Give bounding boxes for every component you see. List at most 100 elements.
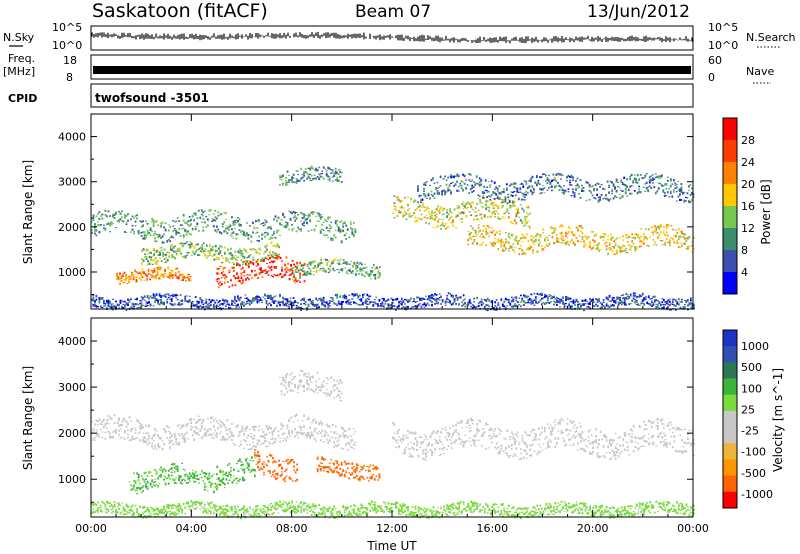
power-cell [137,307,140,309]
power-cell [510,183,513,186]
power-cell [398,198,400,200]
power-cell [131,228,134,231]
power-cell [337,226,340,229]
power-cell [628,235,631,238]
power-cell [228,286,231,288]
power-cell [202,306,205,308]
power-cell [625,247,628,250]
power-cell [300,220,302,222]
power-cell [631,236,634,239]
velocity-cell [313,429,316,432]
velocity-cell [194,426,197,429]
power-cell [417,201,419,203]
power-cell [628,248,631,251]
power-cell [437,298,439,300]
power-cell [548,186,550,189]
power-cell [679,235,682,238]
power-cell [665,188,668,190]
power-cell [215,217,218,220]
power-cell [145,256,148,258]
power-cell [435,302,438,304]
velocity-cell [319,422,322,424]
power-cell [294,219,296,222]
power-cell [321,172,324,175]
power-cell [456,299,459,301]
power-cell [522,209,525,211]
power-cell [318,220,321,222]
velocity-cell [413,432,415,435]
power-cell [541,250,543,252]
power-cell [690,297,692,300]
power-cell [271,300,274,303]
power-cell [553,296,555,298]
power-cell [315,269,318,273]
power-cell [299,272,301,274]
velocity-cell [240,430,242,433]
power-cell [610,236,612,240]
power-cell [231,303,233,306]
power-cell [362,274,365,276]
power-cell [522,236,525,239]
velocity-cell [306,418,308,420]
velocity-cell [110,436,113,438]
power-cell [257,277,259,279]
power-cell [282,296,284,300]
power-cell [237,250,240,253]
power-cell [349,221,352,223]
power-cell [222,270,225,273]
power-cell [186,241,189,243]
power-cell [635,295,638,298]
velocity-cell [252,441,254,444]
power-cell [601,305,603,308]
power-cell [242,255,244,258]
power-cell [142,297,144,300]
power-cell [420,297,423,299]
power-cell [507,202,510,204]
power-cell [330,227,333,230]
power-cell [576,187,579,189]
power-cell [452,224,454,227]
power-cell [307,299,310,301]
power-cell [441,219,444,221]
power-cell [272,275,274,278]
power-cell [515,300,518,302]
power-cell [258,301,260,303]
power-cell [430,193,433,196]
power-cell [670,303,673,305]
power-cell [160,298,162,301]
power-cell [196,300,199,303]
power-cell [146,279,148,281]
power-cell [524,218,527,220]
power-cell [632,181,635,184]
power-cell [177,250,180,252]
power-cell [154,250,157,254]
power-cell [447,189,449,192]
power-cell [687,237,689,240]
velocity-cell [221,435,224,439]
velocity-cell [328,440,331,442]
power-cell [159,254,161,256]
power-cell [570,184,573,186]
power-cell [162,254,164,258]
power-cell [484,189,487,191]
power-cell [495,210,498,213]
power-cell [348,263,351,266]
power-cell [434,211,436,214]
power-cell [498,230,501,233]
power-cell [414,220,417,223]
power-cell [662,226,665,228]
power-cell [231,232,233,235]
power-cell [432,212,435,215]
power-cell [149,227,152,229]
power-cell [252,221,254,225]
power-cell [410,297,412,300]
power-cell [177,270,180,273]
power-cell [658,226,661,229]
power-cell [452,220,454,223]
power-cell [354,264,357,267]
power-cell [252,258,255,261]
power-cell [119,299,122,302]
power-cell [345,295,348,299]
power-cell [480,301,483,303]
power-cell [476,218,479,220]
